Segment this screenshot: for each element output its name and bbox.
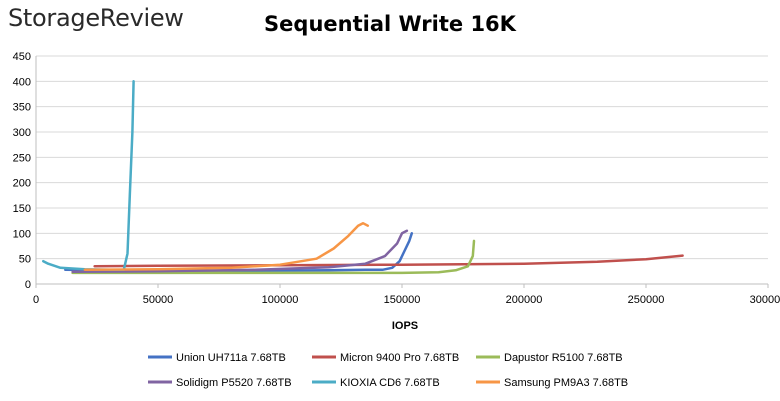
series-line-5	[83, 221, 370, 272]
series-lines	[42, 80, 684, 275]
series-line-4	[42, 80, 135, 272]
y-tick-label: 350	[13, 102, 31, 114]
y-tick-label: 250	[13, 152, 31, 164]
y-tick-label: 400	[13, 76, 31, 88]
y-tick-label: 450	[13, 51, 31, 63]
x-tick-label: 50000	[143, 294, 174, 306]
series-line-2	[71, 239, 476, 275]
gridlines	[35, 55, 768, 285]
chart-title: Sequential Write 16K	[264, 12, 516, 36]
storagereview-logo: StorageReview	[8, 4, 184, 32]
x-tick-label: 0	[33, 294, 39, 306]
legend-label: Union UH711a 7.68TB	[176, 352, 286, 364]
x-axis-title: IOPS	[392, 320, 418, 332]
legend-label: Solidigm P5520 7.68TB	[176, 377, 292, 389]
series-line-1	[93, 254, 684, 268]
x-tick-label: 200000	[506, 294, 543, 306]
x-tick-label: 300000	[750, 294, 780, 306]
legend-label: KIOXIA CD6 7.68TB	[340, 377, 440, 389]
x-tick-label: 150000	[384, 294, 421, 306]
y-tick-label: 50	[19, 254, 31, 266]
legend-label: Dapustor R5100 7.68TB	[504, 352, 623, 364]
y-tick-label: 200	[13, 178, 31, 190]
legend-label: Micron 9400 Pro 7.68TB	[340, 352, 459, 364]
x-tick-label: 100000	[262, 294, 299, 306]
y-axis-ticks: 0 50 100 150 200 250 300 350 400 450	[13, 51, 31, 291]
legend-label: Samsung PM9A3 7.68TB	[504, 377, 628, 389]
y-tick-label: 100	[13, 228, 31, 240]
y-tick-label: 150	[13, 203, 31, 215]
y-tick-label: 0	[25, 279, 31, 291]
legend: Union UH711a 7.68TB Micron 9400 Pro 7.68T…	[148, 352, 628, 389]
x-tick-label: 250000	[628, 294, 665, 306]
y-tick-label: 300	[13, 127, 31, 139]
x-axis-ticks: 0 50000 100000 150000 200000 250000 300000	[33, 284, 780, 306]
series-line-3	[71, 229, 409, 274]
